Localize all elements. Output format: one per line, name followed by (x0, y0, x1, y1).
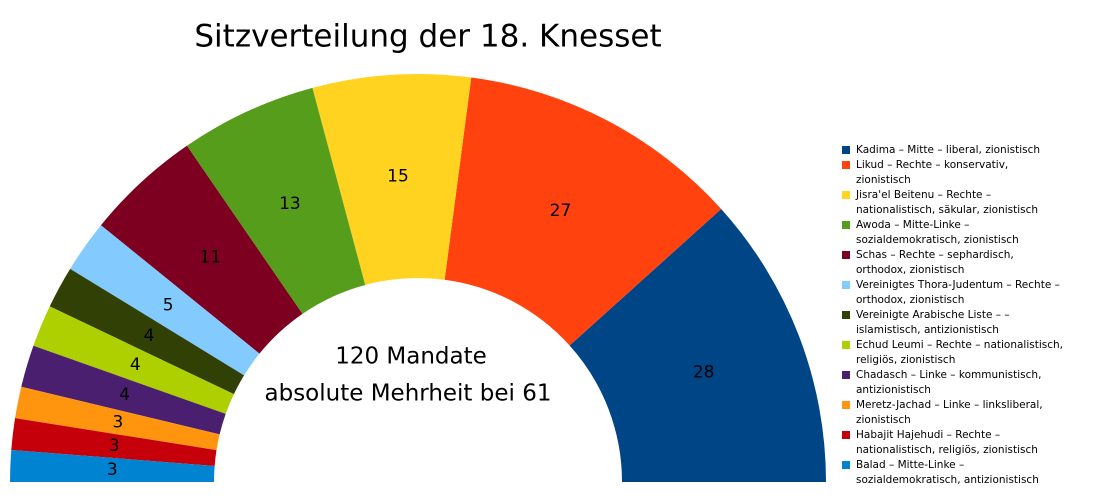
legend-item: Habajit Hajehudi – Rechte – nationalisti… (842, 428, 1064, 458)
data-label: 28 (693, 362, 715, 382)
data-label: 11 (199, 247, 221, 267)
chart-title: Sitzverteilung der 18. Knesset (194, 19, 661, 55)
legend-label: Chadasch – Linke – kommunistisch, antizi… (856, 369, 1042, 396)
legend-swatch (842, 146, 850, 154)
legend-item: Vereinigte Arabische Liste – – islamisti… (842, 308, 1064, 338)
legend-item: Awoda – Mitte-Linke – sozialdemokratisch… (842, 218, 1064, 248)
segment (70, 225, 260, 376)
segment (15, 386, 220, 451)
data-label: 3 (112, 412, 123, 432)
legend-item: Echud Leumi – Rechte – nationalistisch, … (842, 338, 1064, 368)
legend-label: Echud Leumi – Rechte – nationalistisch, … (856, 339, 1063, 366)
segment (49, 268, 245, 395)
legend-item: Chadasch – Linke – kommunistisch, antizi… (842, 368, 1064, 398)
data-label: 15 (387, 167, 409, 187)
segment (11, 418, 217, 466)
data-label: 4 (119, 385, 130, 405)
legend-label: Vereinigte Arabische Liste – – islamisti… (856, 309, 1010, 336)
annotation: absolute Mehrheit bei 61 (265, 381, 552, 407)
legend-swatch (842, 431, 850, 439)
segment (100, 145, 303, 354)
legend-item: Kadima – Mitte – liberal, zionistisch (842, 143, 1064, 158)
data-label: 4 (130, 355, 141, 375)
segment (569, 208, 826, 483)
annotation: 120 Mandate (335, 344, 487, 370)
legend-item: Schas – Rechte – sephardisch, orthodox, … (842, 248, 1064, 278)
legend-label: Jisra'el Beitenu – Rechte – nationalisti… (856, 189, 1039, 216)
legend-label: Awoda – Mitte-Linke – sozialdemokratisch… (856, 219, 1019, 246)
segment (186, 87, 366, 314)
segment (312, 74, 472, 285)
data-label: 4 (144, 326, 155, 346)
legend: Kadima – Mitte – liberal, zionistisch Lik… (842, 143, 1064, 488)
legend-swatch (842, 281, 850, 289)
legend-label: Schas – Rechte – sephardisch, orthodox, … (856, 249, 1014, 276)
segment (33, 306, 234, 414)
legend-swatch (842, 311, 850, 319)
legend-swatch (842, 191, 850, 199)
legend-item: Balad – Mitte-Linke – sozialdemokratisch… (842, 458, 1064, 488)
legend-label: Meretz-Jachad – Linke – linksliberal, zi… (856, 399, 1043, 426)
legend-swatch (842, 251, 850, 259)
legend-label: Kadima – Mitte – liberal, zionistisch (856, 144, 1041, 156)
data-label: 5 (163, 295, 174, 315)
legend-swatch (842, 221, 850, 229)
legend-swatch (842, 341, 850, 349)
segment (21, 345, 226, 435)
legend-label: Vereinigtes Thora-Judentum – Rechte – or… (856, 279, 1060, 306)
data-label: 3 (109, 436, 120, 456)
legend-item: Likud – Rechte – konservativ, zionistisc… (842, 158, 1064, 188)
legend-label: Likud – Rechte – konservativ, zionistisc… (856, 159, 1009, 186)
data-label: 27 (550, 201, 572, 221)
data-label: 3 (107, 460, 118, 480)
legend-swatch (842, 161, 850, 169)
legend-swatch (842, 371, 850, 379)
legend-item: Vereinigtes Thora-Judentum – Rechte – or… (842, 278, 1064, 308)
legend-item: Meretz-Jachad – Linke – linksliberal, zi… (842, 398, 1064, 428)
legend-label: Habajit Hajehudi – Rechte – nationalisti… (856, 429, 1038, 456)
legend-swatch (842, 401, 850, 409)
segment (444, 77, 722, 346)
legend-item: Jisra'el Beitenu – Rechte – nationalisti… (842, 188, 1064, 218)
data-label: 13 (279, 194, 301, 214)
legend-label: Balad – Mitte-Linke – sozialdemokratisch… (856, 459, 1039, 486)
segment (10, 449, 215, 482)
legend-swatch (842, 461, 850, 469)
